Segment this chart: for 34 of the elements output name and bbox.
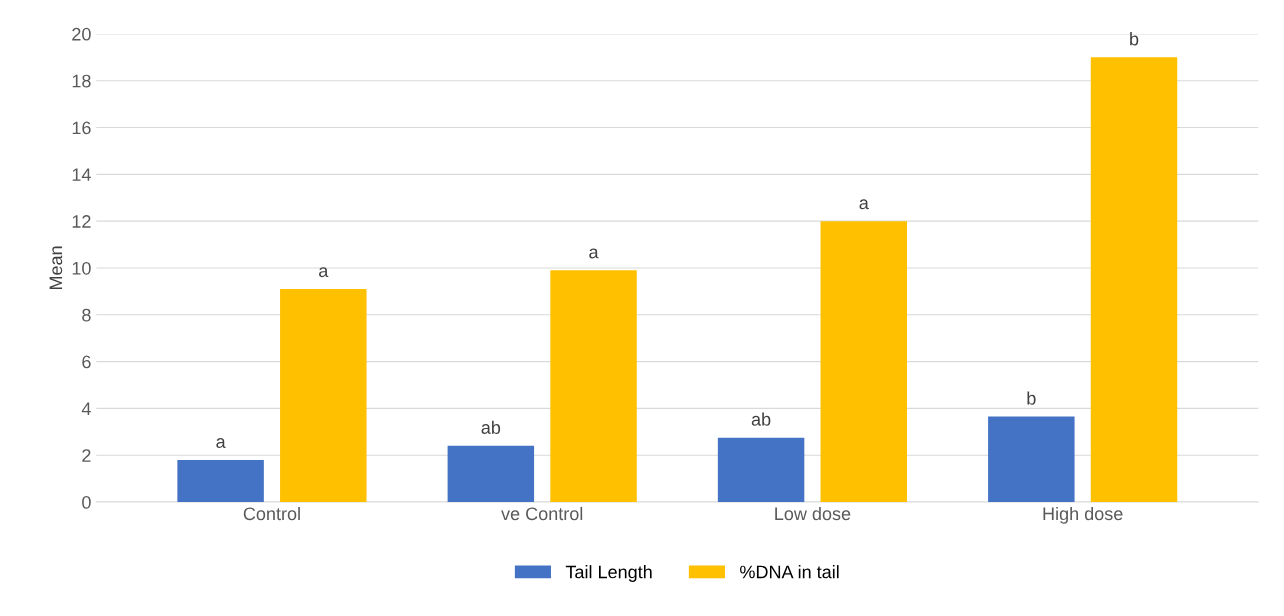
- y-tick-label: 12: [72, 215, 91, 228]
- data-label: a: [319, 267, 329, 278]
- bar: [447, 445, 535, 503]
- bar: [820, 221, 908, 503]
- x-tick-label: ve Control: [501, 506, 583, 521]
- x-tick-label: High dose: [1043, 506, 1123, 524]
- legend-label: Tail Length: [565, 565, 652, 582]
- data-label: ab: [751, 412, 771, 426]
- bar: [280, 289, 367, 503]
- data-label: a: [859, 199, 869, 210]
- bar: [1090, 57, 1178, 503]
- y-tick-label: 2: [82, 449, 91, 462]
- y-tick-label: 18: [72, 74, 91, 88]
- bar: [717, 437, 805, 503]
- x-tick-label: Low dose: [775, 506, 851, 521]
- bar: [177, 459, 264, 503]
- y-tick-label: 8: [82, 308, 91, 322]
- data-label: a: [216, 438, 226, 448]
- data-label: a: [589, 248, 599, 259]
- y-tick-label: 16: [72, 121, 91, 135]
- x-tick-label: Control: [243, 506, 300, 521]
- bar: [988, 416, 1075, 503]
- data-label: b: [1027, 391, 1036, 405]
- y-tick-label: 4: [81, 402, 91, 415]
- bar: [550, 270, 637, 503]
- data-label: b: [1130, 32, 1139, 46]
- y-tick-label: 0: [82, 495, 91, 509]
- legend-label: %DNA in tail: [740, 565, 839, 579]
- data-label: ab: [481, 420, 501, 434]
- y-axis-title: Mean: [49, 246, 63, 290]
- y-tick-label: 10: [72, 261, 91, 275]
- y-tick-label: 6: [82, 355, 91, 369]
- y-tick-label: 20: [72, 27, 91, 41]
- y-tick-label: 14: [72, 168, 91, 181]
